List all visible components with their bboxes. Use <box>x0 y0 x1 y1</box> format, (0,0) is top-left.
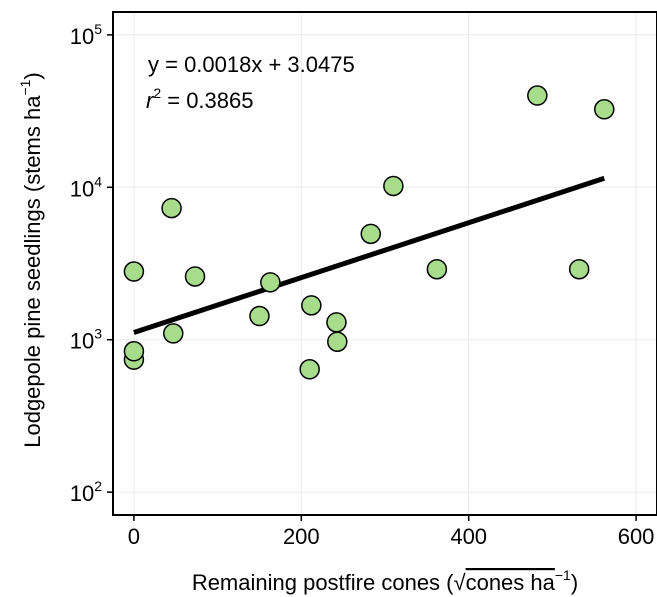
x-axis-title-main: Remaining postfire cones ( <box>192 570 454 595</box>
y-axis-title-close: ) <box>20 72 45 79</box>
regression-annotation: y = 0.0018x + 3.0475 r2 = 0.3865 <box>146 52 355 113</box>
y-tick-label: 104 <box>70 173 102 201</box>
x-axis-title-exponent: −1 <box>555 567 571 583</box>
data-point <box>299 359 320 380</box>
data-point <box>123 341 145 362</box>
regression-equation: y = 0.0018x + 3.0475 <box>148 52 355 77</box>
plot-frame <box>112 11 657 516</box>
data-point <box>327 331 348 352</box>
x-tick-label: 600 <box>618 524 655 549</box>
y-axis-title-main: Lodgepole pine seedlings (stems ha <box>20 95 45 448</box>
data-point <box>123 261 145 282</box>
x-tick-label: 400 <box>450 524 487 549</box>
x-axis-title-root: √ <box>454 570 467 595</box>
data-point <box>184 266 206 287</box>
data-point <box>383 175 404 197</box>
data-points <box>123 85 615 380</box>
x-tick-label: 0 <box>128 524 140 549</box>
data-point <box>249 305 270 327</box>
data-point <box>568 258 590 280</box>
data-point <box>426 258 448 280</box>
data-point <box>260 272 281 293</box>
data-point <box>301 295 322 316</box>
x-axis-title-close: ) <box>571 570 578 595</box>
y-tick-label: 105 <box>70 21 102 49</box>
data-point <box>163 323 184 344</box>
y-axis-title: Lodgepole pine seedlings (stems ha−1) <box>17 72 45 448</box>
data-point <box>527 85 548 106</box>
x-axis-title: Remaining postfire cones (√cones ha−1) <box>192 567 578 595</box>
x-axis-title-radicand: cones ha <box>466 570 556 595</box>
r-squared-label: r2 = 0.3865 <box>146 85 254 113</box>
regression-line-group <box>133 175 606 335</box>
x-tick-label: 200 <box>283 524 320 549</box>
y-ticks: 102 103 104 105 <box>70 21 113 506</box>
y-axis-title-exponent: −1 <box>17 79 33 95</box>
r-squared-exponent: 2 <box>153 85 161 101</box>
x-ticks: 0 200 400 600 <box>128 515 655 549</box>
data-point <box>326 312 347 333</box>
y-tick-label: 102 <box>70 478 102 506</box>
r-squared-value: = 0.3865 <box>161 88 253 113</box>
data-point <box>594 99 615 120</box>
data-point <box>161 197 182 219</box>
r-symbol: r <box>146 88 155 113</box>
data-point <box>360 223 382 245</box>
y-tick-label: 103 <box>70 326 102 354</box>
regression-line <box>133 175 606 335</box>
